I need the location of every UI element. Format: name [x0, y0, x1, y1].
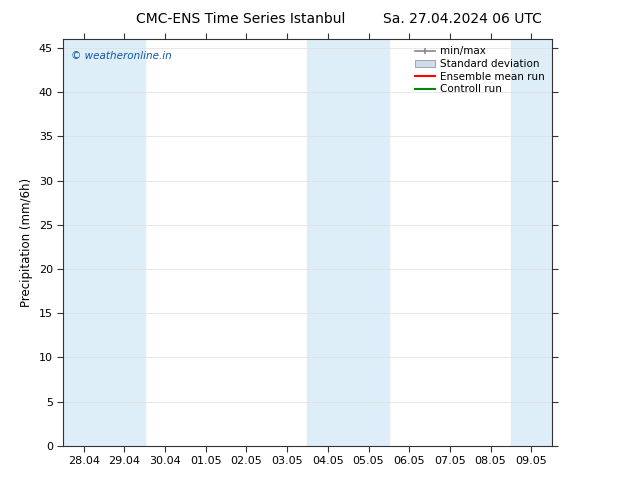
Bar	[307, 39, 348, 446]
Legend: min/max, Standard deviation, Ensemble mean run, Controll run: min/max, Standard deviation, Ensemble me…	[413, 45, 547, 97]
Bar	[63, 39, 104, 446]
Bar	[511, 39, 552, 446]
Bar	[104, 39, 145, 446]
Bar	[348, 39, 389, 446]
Text: © weatheronline.in: © weatheronline.in	[71, 51, 171, 61]
Text: CMC-ENS Time Series Istanbul: CMC-ENS Time Series Istanbul	[136, 12, 346, 26]
Y-axis label: Precipitation (mm/6h): Precipitation (mm/6h)	[20, 178, 34, 307]
Text: Sa. 27.04.2024 06 UTC: Sa. 27.04.2024 06 UTC	[384, 12, 542, 26]
